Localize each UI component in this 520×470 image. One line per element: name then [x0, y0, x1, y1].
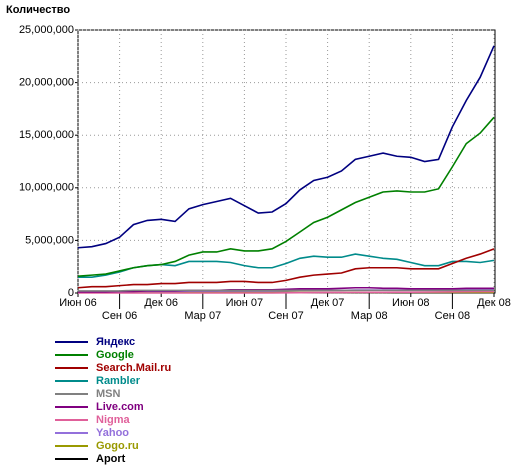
y-tick-label: 25,000,000: [19, 24, 74, 36]
series-line: [78, 289, 494, 292]
legend-label: Live.com: [96, 401, 144, 413]
y-axis-title: Количество: [6, 4, 70, 16]
legend-label: Aport: [96, 453, 126, 465]
x-tick-label: Сен 06: [102, 310, 137, 322]
x-tick-label: Июн 08: [392, 297, 430, 309]
x-tick-label: Сен 07: [268, 310, 303, 322]
series-line: [78, 290, 495, 294]
legend-label: Search.Mail.ru: [96, 362, 171, 374]
legend-label: Яндекс: [96, 336, 135, 348]
x-tick-label: Июн 06: [59, 297, 97, 309]
y-tick-label: 15,000,000: [19, 129, 74, 141]
legend-label: Gogo.ru: [96, 440, 139, 452]
series-line: [77, 45, 495, 249]
x-tick-label: Сен 08: [435, 310, 470, 322]
x-tick-label: Мар 07: [184, 310, 221, 322]
x-tick-label: Дек 08: [477, 297, 511, 309]
series-line: [77, 248, 495, 289]
legend-label: MSN: [96, 388, 121, 400]
legend-label: Rambler: [96, 375, 141, 387]
legend-label: Yahoo: [96, 427, 129, 439]
series-line: [77, 116, 495, 277]
y-tick-label: 0: [68, 287, 74, 299]
y-tick-label: 20,000,000: [19, 77, 74, 89]
legend-label: Nigma: [96, 414, 131, 426]
x-tick-label: Дек 06: [144, 297, 178, 309]
x-tick-label: Дек 07: [311, 297, 345, 309]
plot-area: [77, 29, 496, 294]
x-tick-label: Мар 08: [351, 310, 388, 322]
y-tick-label: 5,000,000: [25, 234, 74, 246]
legend-label: Google: [96, 349, 134, 361]
y-tick-label: 10,000,000: [19, 182, 74, 194]
x-tick-label: Июн 07: [226, 297, 264, 309]
